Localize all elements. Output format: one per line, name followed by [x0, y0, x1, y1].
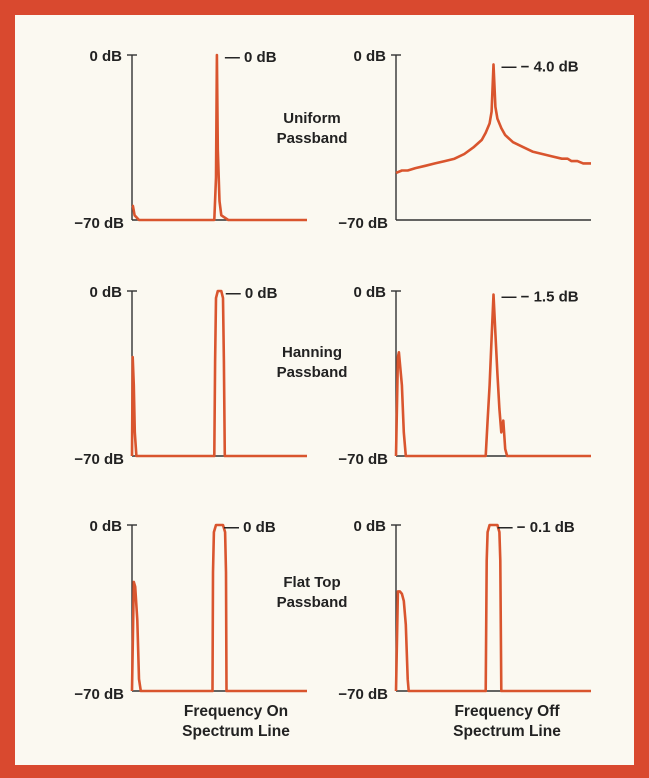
y-tick-label-bottom: −70 dB [74, 215, 124, 232]
y-tick-label-top: 0 dB [89, 48, 122, 65]
row-title-line1: Hanning [282, 344, 342, 361]
y-tick-label-bottom: −70 dB [338, 686, 388, 703]
spectrum-curve [130, 523, 307, 693]
column-label-line1: Frequency Off [454, 703, 560, 720]
row-title-line1: Uniform [283, 110, 341, 127]
column-label-line2: Spectrum Line [182, 723, 290, 740]
figure-panel: 0 dB −70 dB — 0 dB 0 dB −70 dB — − 4.0 dB 0 dB… [15, 15, 634, 765]
y-tick-label-top: 0 dB [89, 284, 122, 301]
y-tick-label-bottom: −70 dB [338, 215, 388, 232]
row-title-line2: Passband [277, 364, 348, 381]
row-title-line1: Flat Top [283, 574, 340, 591]
y-tick-label-top: 0 dB [353, 284, 386, 301]
y-tick-label-bottom: −70 dB [74, 451, 124, 468]
spectrum-chart: 0 dB −70 dB — 0 dB [74, 284, 307, 468]
window-spectra-figure: 0 dB−70 dB— 0 dB 0 dB−70 dB— − 4.0 dB0 dB… [74, 48, 591, 740]
y-tick-label-bottom: −70 dB [338, 451, 388, 468]
y-tick-label-top: 0 dB [353, 518, 386, 535]
spectrum-chart: 0 dB −70 dB — 0 dB [74, 48, 307, 232]
peak-label: — 0 dB [226, 285, 278, 302]
spectrum-chart: 0 dB −70 dB — − 0.1 dB [338, 518, 591, 703]
spectrum-curve [131, 53, 307, 222]
peak-label: — − 0.1 dB [498, 519, 575, 536]
row-title-line2: Passband [277, 130, 348, 147]
peak-label: — − 1.5 dB [502, 289, 579, 306]
y-tick-label-top: 0 dB [89, 518, 122, 535]
column-label-line1: Frequency On [184, 703, 288, 720]
spectrum-curve [395, 63, 591, 175]
y-tick-label-top: 0 dB [353, 48, 386, 65]
column-label-line2: Spectrum Line [453, 723, 561, 740]
y-tick-label-bottom: −70 dB [74, 686, 124, 703]
row-title-line2: Passband [277, 594, 348, 611]
spectrum-curve [130, 289, 307, 458]
peak-label: — 0 dB [224, 519, 276, 536]
spectrum-chart: 0 dB −70 dB — − 4.0 dB [338, 48, 591, 232]
peak-label: — 0 dB [225, 49, 277, 66]
spectrum-curve [394, 523, 591, 693]
spectrum-chart: 0 dB −70 dB — 0 dB [74, 518, 307, 703]
spectrum-curve [394, 293, 591, 458]
spectrum-chart: 0 dB −70 dB — − 1.5 dB [338, 284, 591, 468]
peak-label: — − 4.0 dB [502, 58, 579, 75]
